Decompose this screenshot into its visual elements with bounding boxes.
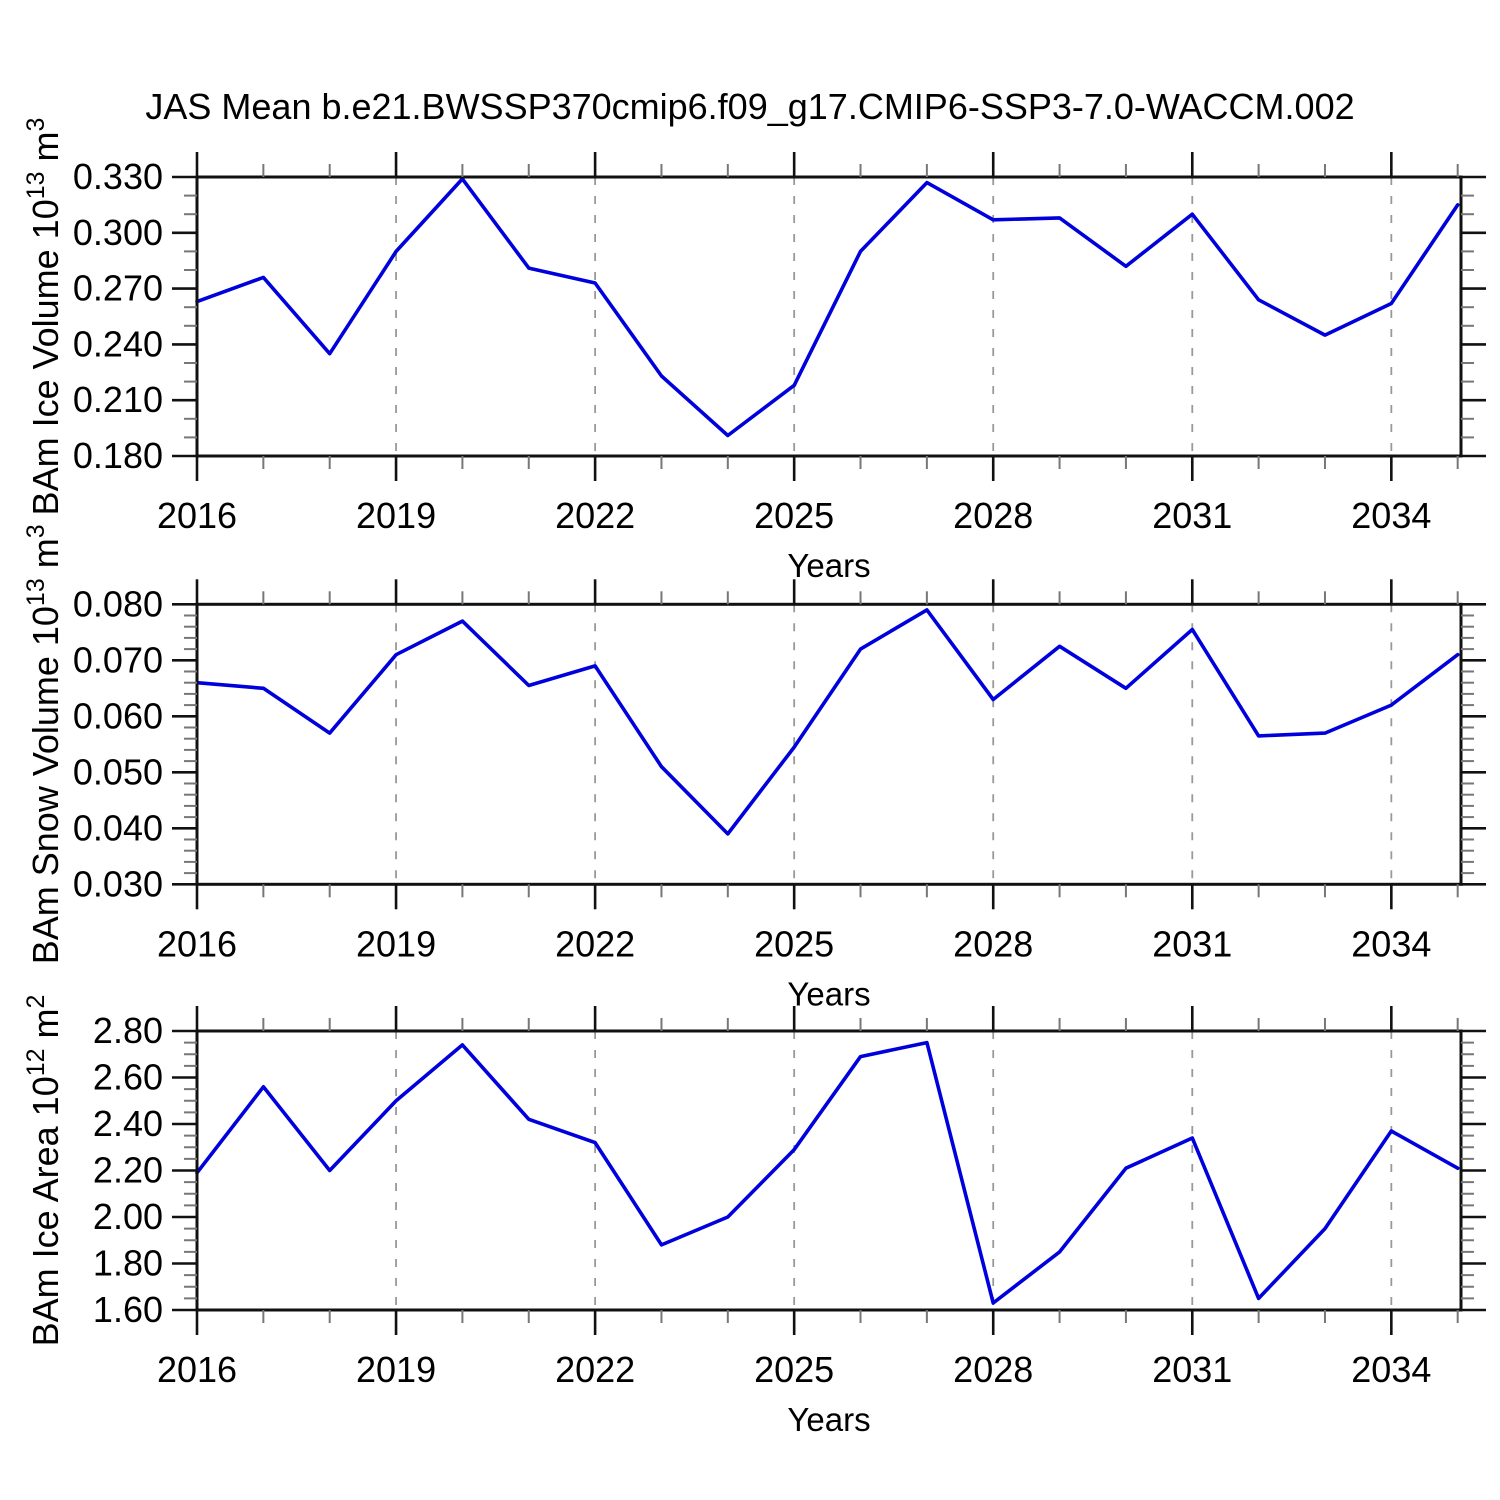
- panel-3-xtick-label-2034: 2034: [1351, 1349, 1431, 1390]
- panel-1-xtick-label-2022: 2022: [555, 495, 635, 536]
- panel-1-y-ticks: [172, 175, 1486, 458]
- panel-1-ytick-label-0.270: 0.270: [73, 268, 163, 309]
- panel-1-frame: [195, 175, 1463, 458]
- panel-3-ytick-label-2.00: 2.00: [93, 1196, 163, 1237]
- panel-3-ytick-label-1.60: 1.60: [93, 1289, 163, 1330]
- panel-3-y-axis-label: BAm Ice Area 1012 m2: [22, 995, 66, 1347]
- panel-3-ytick-label-2.60: 2.60: [93, 1057, 163, 1098]
- panel-2-y-ticks: [172, 602, 1486, 886]
- panel-3-xtick-label-2028: 2028: [953, 1349, 1033, 1390]
- panel-3-xtick-label-2022: 2022: [555, 1349, 635, 1390]
- panel-2-x-tick-labels: 2016 2019 2022 2025 2028 2031 2034: [157, 923, 1431, 964]
- panel-1-ytick-label-0.180: 0.180: [73, 435, 163, 476]
- panel-3-x-ticks: [195, 1006, 1459, 1335]
- panel-2-xtick-label-2019: 2019: [356, 923, 436, 964]
- panel-3-ytick-label-1.80: 1.80: [93, 1243, 163, 1284]
- panel-2-xtick-label-2034: 2034: [1351, 923, 1431, 964]
- panel-2-ytick-label-0.040: 0.040: [73, 807, 163, 848]
- panel-2-x-axis-label: Years: [787, 975, 870, 1012]
- panel-1-ytick-label-0.240: 0.240: [73, 323, 163, 364]
- panel-1-gridlines: [395, 177, 1393, 456]
- panel-2-ytick-label-0.030: 0.030: [73, 863, 163, 904]
- panel-1-x-axis-label: Years: [787, 547, 870, 584]
- panel-3-x-tick-labels: 2016 2019 2022 2025 2028 2031 2034: [157, 1349, 1431, 1390]
- panel-2-y-tick-labels: 0.080 0.070 0.060 0.050 0.040 0.030: [73, 583, 163, 904]
- panel-2-frame: [195, 602, 1463, 886]
- panel-3-ytick-label-2.20: 2.20: [93, 1150, 163, 1191]
- panel-3-x-axis-label: Years: [787, 1401, 870, 1438]
- panel-1-x-ticks: [195, 152, 1459, 481]
- panel-1-ytick-label-0.210: 0.210: [73, 379, 163, 420]
- panel-1-ytick-label-0.300: 0.300: [73, 212, 163, 253]
- panel-2-data-line: [195, 608, 1460, 836]
- panel-2-xtick-label-2022: 2022: [555, 923, 635, 964]
- panel-3-xtick-label-2025: 2025: [754, 1349, 834, 1390]
- panel-3-frame: [195, 1029, 1463, 1312]
- panel-3-gridlines: [395, 1031, 1393, 1310]
- panel-2-gridlines: [395, 604, 1393, 885]
- panel-2-ytick-label-0.070: 0.070: [73, 639, 163, 680]
- panel-2-ytick-label-0.050: 0.050: [73, 751, 163, 792]
- panel-2-x-ticks: [195, 579, 1459, 910]
- panel-3-y-ticks: [172, 1029, 1486, 1312]
- panel-2-xtick-label-2031: 2031: [1152, 923, 1232, 964]
- panel-1-xtick-label-2016: 2016: [157, 495, 237, 536]
- panel-3-xtick-label-2016: 2016: [157, 1349, 237, 1390]
- panel-2-xtick-label-2025: 2025: [754, 923, 834, 964]
- panel-1-y-axis-label: BAm Ice Volume 1013 m3: [22, 118, 66, 516]
- panel-2-xtick-label-2028: 2028: [953, 923, 1033, 964]
- panel-1-xtick-label-2031: 2031: [1152, 495, 1232, 536]
- panel-3-ytick-label-2.40: 2.40: [93, 1103, 163, 1144]
- panel-1-x-tick-labels: 2016 2019 2022 2025 2028 2031 2034: [157, 495, 1431, 536]
- panel-3-data-line: [195, 1040, 1460, 1305]
- panel-1-xtick-label-2019: 2019: [356, 495, 436, 536]
- panel-3-xtick-label-2031: 2031: [1152, 1349, 1232, 1390]
- panel-1-y-tick-labels: 0.330 0.300 0.270 0.240 0.210 0.180: [73, 156, 163, 476]
- panel-3-ytick-label-2.80: 2.80: [93, 1010, 163, 1051]
- panel-1-data-line: [195, 177, 1460, 438]
- panel-1-ytick-label-0.330: 0.330: [73, 156, 163, 197]
- chart-title: JAS Mean b.e21.BWSSP370cmip6.f09_g17.CMI…: [145, 86, 1355, 127]
- panel-3-xtick-label-2019: 2019: [356, 1349, 436, 1390]
- panel-2-y-axis-label: BAm Snow Volume 1013 m3: [22, 524, 66, 964]
- panel-3: 2.80 2.60 2.40 2.20 2.00 1.80 1.60 2016 2019 2022…: [22, 995, 1486, 1438]
- panel-3-y-tick-labels: 2.80 2.60 2.40 2.20 2.00 1.80 1.60: [93, 1010, 163, 1330]
- panel-2-ytick-label-0.080: 0.080: [73, 583, 163, 624]
- panel-1-xtick-label-2034: 2034: [1351, 495, 1431, 536]
- panel-2-ytick-label-0.060: 0.060: [73, 695, 163, 736]
- panel-1-xtick-label-2025: 2025: [754, 495, 834, 536]
- panel-2-xtick-label-2016: 2016: [157, 923, 237, 964]
- panel-1-xtick-label-2028: 2028: [953, 495, 1033, 536]
